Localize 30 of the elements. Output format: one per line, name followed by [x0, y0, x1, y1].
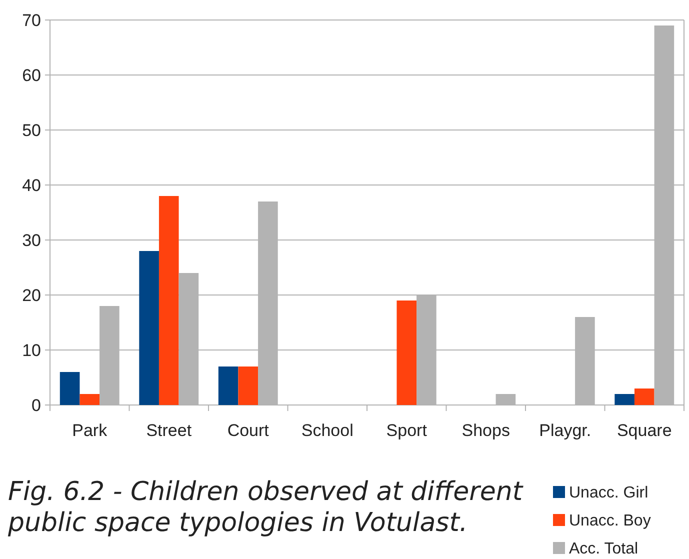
y-tick-label: 50 [22, 120, 41, 140]
bar [80, 394, 100, 405]
y-tick-label: 0 [32, 396, 41, 415]
y-tick-label: 30 [22, 230, 41, 250]
x-tick-label: Park [72, 421, 108, 440]
x-tick-label: Street [146, 421, 192, 440]
x-tick-label: Square [616, 421, 672, 440]
y-tick-label: 60 [22, 66, 41, 85]
legend-label: Unacc. Girl [569, 484, 648, 502]
bar [396, 300, 417, 405]
bar [60, 372, 80, 405]
x-tick-label: Court [227, 421, 270, 440]
bar [634, 388, 654, 405]
bar [218, 366, 238, 405]
bar [139, 251, 159, 405]
y-tick-label: 70 [22, 10, 41, 30]
x-tick-label: Playgr. [539, 421, 592, 440]
bar [614, 394, 634, 405]
legend-label: Acc. Total [569, 540, 638, 558]
x-tick-label: School [301, 421, 354, 440]
y-tick-label: 20 [22, 286, 41, 305]
y-tick-label: 10 [22, 340, 41, 360]
text: Fig. 6.2 - Children observed at different public space typologies in Votulast. [7, 477, 524, 538]
y-tick-label: 40 [22, 176, 41, 195]
bar [238, 366, 258, 405]
x-tick-label: Shops [462, 421, 510, 440]
legend-label: Unacc. Boy [569, 512, 651, 530]
bar [496, 394, 516, 405]
x-tick-label: Sport [386, 421, 428, 440]
bar [158, 196, 179, 405]
